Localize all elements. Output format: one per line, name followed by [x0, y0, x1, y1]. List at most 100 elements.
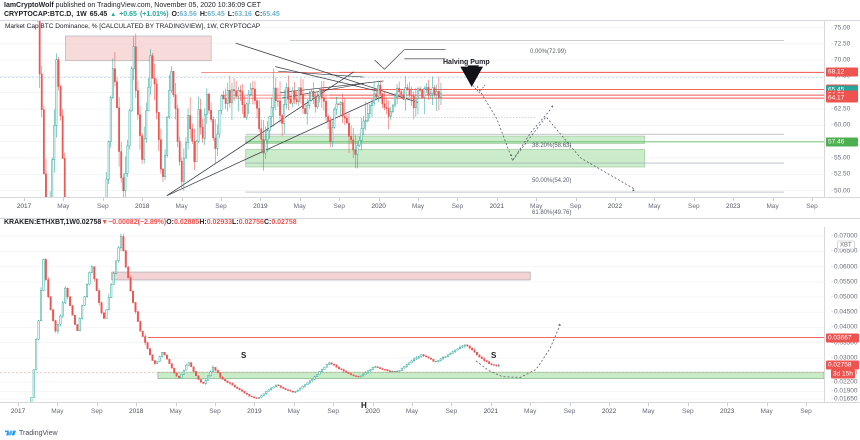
pane2-ohlc-high-value: 0.02933 [206, 219, 233, 226]
price-tick-50-00: -50.00 [831, 187, 851, 194]
time-tickmark [254, 403, 256, 406]
symbol-ticker[interactable]: CRYPTOCAP:BTC.D, [4, 11, 74, 18]
time-tick-sep: Sep [682, 408, 694, 415]
time-tickmark [260, 198, 262, 201]
pane2-ohlc-open-key: O: [166, 219, 174, 226]
chart-pane-ethxbt[interactable]: KRAKEN:ETHXBT,1W0.02758▼−0.00082(−2.89%)… [0, 218, 860, 422]
ohlc-open-key: O: [171, 11, 180, 18]
price-tag-support-5[interactable]: 57.46 [826, 137, 858, 147]
price-tick-0-04000: -0.04000 [831, 323, 858, 331]
pane2-ohlc-low-key: L: [232, 219, 239, 226]
time-tick-may: May [524, 408, 537, 415]
time-axis-ethxbt[interactable]: 2017 May Sep 2018 May Sep 2019 May Sep 2020 May Sep… [0, 402, 860, 422]
symbol-quote-line: CRYPTOCAP:BTC.D, 1W 65.45 ▲ +0.65 (+1.01%) O:6… [4, 10, 280, 20]
time-tick-2021: 2021 [489, 203, 505, 210]
symbol-interval[interactable]: 1W [76, 11, 87, 18]
fib-label-0: 0.00%(72.99) [530, 49, 567, 55]
ohlc-high-key: H: [199, 11, 208, 18]
time-tickmark [806, 403, 807, 406]
time-tickmark [372, 403, 374, 406]
time-tickmark [18, 403, 19, 406]
price-tag-resistance-4[interactable]: 64.17 [826, 93, 858, 103]
price-tag-last-price-2[interactable]: 65.45 [826, 85, 858, 95]
price-tag-resistance-0[interactable]: 68.12 [826, 67, 858, 77]
symbol-change: +0.65 [119, 11, 137, 18]
time-tick-may: May [411, 203, 425, 210]
time-tickmark [181, 198, 183, 201]
price-tick-0-06000: -0.06000 [831, 263, 858, 271]
time-tick-sep: Sep [563, 408, 576, 415]
time-tick-2017: 2017 [10, 408, 26, 415]
plot-area-btc-dominance[interactable] [0, 21, 824, 197]
time-tick-may: May [293, 203, 306, 210]
time-tick-may: May [169, 408, 182, 415]
pane2-interval[interactable]: 1W [65, 219, 76, 226]
time-tickmark [136, 403, 138, 406]
price-tag-last-price-1[interactable]: 0.02758 [826, 360, 859, 370]
pane2-ohlc-open-value: 0.02885 [174, 219, 200, 226]
time-tick-2021: 2021 [483, 408, 499, 415]
fib-label-618: 61.80%(49.76) [532, 210, 572, 216]
time-tickmark [299, 198, 301, 201]
time-tick-2022: 2022 [601, 408, 617, 415]
time-tick-2018: 2018 [128, 408, 144, 415]
price-tick-0-01650: -0.01650 [831, 395, 858, 403]
ohlc-open-value: 63.56 [179, 11, 197, 18]
pane2-quote-line: KRAKEN:ETHXBT,1W0.02758▼−0.00082(−2.89%)… [4, 218, 297, 227]
time-tickmark [63, 198, 65, 201]
time-tickmark [733, 198, 735, 201]
time-tickmark [142, 198, 144, 201]
time-tick-sep: Sep [327, 408, 339, 415]
time-tickmark [457, 198, 459, 201]
time-tick-sep: Sep [806, 203, 818, 210]
tradingview-logo-icon [5, 430, 16, 436]
pane2-ohlc-low-value: 0.02756 [238, 219, 264, 226]
bar-countdown-badge: 3d 15h [831, 369, 855, 379]
time-tickmark [215, 403, 216, 406]
time-tick-sep: Sep [333, 203, 345, 210]
time-tick-2020: 2020 [371, 203, 386, 210]
pane2-ticker[interactable]: KRAKEN:ETHXBT, [4, 219, 66, 226]
time-tickmark [378, 198, 380, 201]
fib-label-500: 50.00%(54.20) [532, 178, 572, 184]
time-tick-sep: Sep [800, 408, 812, 415]
time-tick-sep: Sep [445, 408, 458, 415]
time-tick-may: May [51, 408, 64, 415]
symbol-change-pct: (+1.01%) [139, 11, 169, 18]
pane2-change: −0.00082 [108, 219, 138, 226]
time-tickmark [24, 198, 25, 201]
time-tickmark [412, 403, 413, 406]
time-tick-sep: Sep [215, 203, 227, 210]
price-tick-0-02200: -0.02200 [831, 378, 858, 386]
price-tick-75-00: -75.00 [831, 24, 851, 31]
chart-pane-btc-dominance[interactable]: Market Cap BTC Dominance, % [CALCULATED … [0, 20, 860, 218]
annotation-halving-pump: Halving Pump [443, 59, 490, 66]
time-tickmark [418, 198, 419, 201]
price-tick-60-00: -60.00 [831, 121, 851, 129]
time-tick-2023: 2023 [719, 408, 735, 415]
pane2-ohlc-close-key: C: [263, 219, 272, 226]
ohlc-close-key: C: [254, 11, 263, 18]
pane2-ohlc-high-key: H: [199, 219, 207, 226]
price-axis-btc-dominance[interactable]: -75.00-72.50-70.00-67.50-65.00-62.50-60.… [824, 21, 860, 197]
ohlc-close-value: 65.45 [262, 11, 280, 18]
price-tick-62-50: -62.50 [831, 105, 851, 113]
plot-area-ethxbt[interactable] [0, 227, 824, 402]
time-tick-2023: 2023 [725, 203, 741, 210]
time-tick-may: May [287, 408, 300, 415]
price-tag-resistance-0[interactable]: 0.03667 [826, 333, 859, 343]
price-tick-0-06500: -0.06500 [831, 247, 858, 255]
time-tickmark [609, 403, 610, 406]
price-axis-ethxbt[interactable]: -0.07000 -0.06500 -0.06000 -0.05500 -0.05000… [824, 227, 860, 403]
time-tick-may: May [57, 203, 70, 210]
time-tickmark [766, 403, 768, 406]
time-tick-may: May [405, 408, 419, 415]
time-axis-btc-dominance[interactable]: 2017 May Sep 2018 May Sep 2019 May Sep 2020 May Sep… [0, 197, 860, 218]
time-tick-may: May [642, 408, 655, 415]
price-tick-0-07000: -0.07000 [831, 232, 858, 240]
price-tick-0-05000: -0.05000 [831, 293, 858, 301]
chart-canvas-ethxbt [0, 233, 824, 402]
time-tick-2020: 2020 [365, 408, 380, 415]
time-tick-2019: 2019 [253, 203, 268, 210]
time-tickmark [569, 403, 571, 406]
